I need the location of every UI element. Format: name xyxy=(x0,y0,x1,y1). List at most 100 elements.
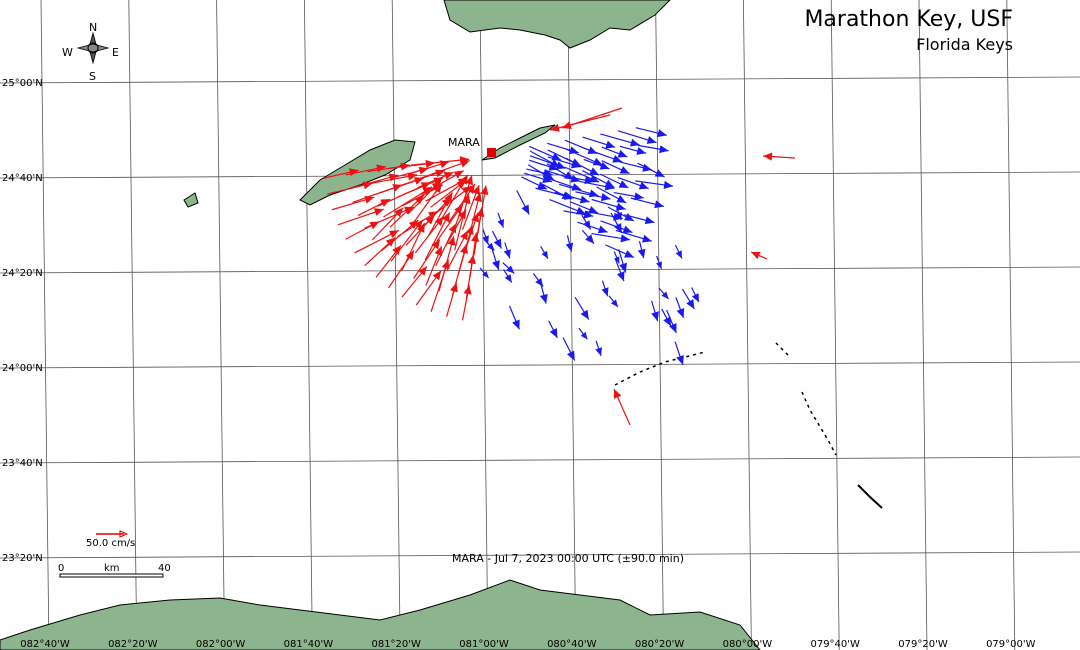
current-vector-head xyxy=(601,287,609,297)
current-vector-head xyxy=(433,177,444,186)
current-vector-head xyxy=(459,156,470,165)
current-vector-head xyxy=(503,249,511,259)
current-vector-head xyxy=(407,172,418,181)
meridian xyxy=(567,0,577,650)
lon-label: 079°00'W xyxy=(986,639,1036,650)
current-vector-head xyxy=(521,204,530,215)
current-vector-head xyxy=(444,192,453,203)
current-vector-head xyxy=(349,168,359,177)
current-vector xyxy=(549,114,611,131)
parallel xyxy=(0,171,1080,179)
current-vector-head xyxy=(585,234,595,244)
lon-label: 079°40'W xyxy=(810,639,860,650)
current-vector-head xyxy=(392,184,403,192)
current-vector-head xyxy=(457,178,468,187)
current-vector-head xyxy=(443,172,454,180)
current-vector xyxy=(383,186,433,218)
lon-label: 081°40'W xyxy=(284,639,334,650)
cuba-west xyxy=(0,579,761,650)
current-vector-head xyxy=(676,355,684,365)
compass-n: N xyxy=(89,21,97,34)
lon-label: 082°20'W xyxy=(108,639,158,650)
current-vector-head xyxy=(686,299,695,309)
current-vector-head xyxy=(448,223,457,234)
current-vector-head xyxy=(460,230,468,241)
current-vector-head xyxy=(539,293,548,304)
current-vector-head xyxy=(646,136,657,144)
current-vector-head xyxy=(615,202,626,211)
current-vector-head xyxy=(422,186,433,196)
scale-speed: 50.0 cm/s xyxy=(86,538,135,549)
lon-label: 079°20'W xyxy=(898,639,948,650)
current-vector-head xyxy=(431,239,440,250)
current-vector-head xyxy=(751,251,761,260)
current-vector-head xyxy=(418,166,429,175)
current-vector-head xyxy=(579,195,590,204)
meridian xyxy=(479,0,489,650)
current-vector-head xyxy=(427,211,438,220)
current-vector-head xyxy=(432,270,442,281)
map-subtitle: Florida Keys xyxy=(916,35,1013,54)
compass-w: W xyxy=(62,46,73,59)
lat-label: 24°00'N xyxy=(2,363,43,374)
scale-arrow-head xyxy=(119,530,129,538)
reef-chain xyxy=(614,342,837,456)
compass-rose xyxy=(76,31,110,65)
meridian xyxy=(1006,0,1016,650)
meridian xyxy=(216,0,225,650)
scale-bar xyxy=(59,573,164,578)
scale-start: 0 xyxy=(58,563,64,574)
current-vector-head xyxy=(562,121,572,129)
current-vector-head xyxy=(497,219,504,228)
current-vector-head xyxy=(580,309,589,320)
station-marker xyxy=(487,148,496,157)
current-vector-head xyxy=(583,210,594,219)
lon-label: 082°00'W xyxy=(196,639,246,650)
current-vector-head xyxy=(612,155,623,163)
current-vector-head xyxy=(600,193,611,202)
current-vector-head xyxy=(676,308,685,318)
current-vector-head xyxy=(656,261,662,269)
current-vector-head xyxy=(629,138,640,147)
current-vector-head xyxy=(420,182,431,190)
lon-label: 080°20'W xyxy=(635,639,685,650)
current-vector-head xyxy=(620,234,630,243)
lon-label: 081°00'W xyxy=(459,639,509,650)
lon-label: 080°40'W xyxy=(547,639,597,650)
current-vector-head xyxy=(619,166,630,174)
current-vector-head xyxy=(613,222,622,233)
current-vector-head xyxy=(400,162,411,171)
station-label: MARA xyxy=(448,136,480,149)
current-vector-head xyxy=(393,207,404,218)
current-vector-head xyxy=(417,223,425,233)
current-vector-head xyxy=(414,219,423,230)
current-vector-head xyxy=(472,185,480,195)
lon-label: 082°40'W xyxy=(20,639,70,650)
current-vector-head xyxy=(392,245,402,255)
current-vector-head xyxy=(663,316,672,327)
current-vector-head xyxy=(435,169,445,178)
parallel xyxy=(0,361,1080,369)
current-vector-head xyxy=(454,204,463,215)
current-vector-head xyxy=(619,262,627,273)
current-vector-head xyxy=(659,145,669,154)
current-vector-head xyxy=(465,175,473,186)
current-vector-head xyxy=(661,291,669,300)
current-vector-head xyxy=(380,199,391,207)
current-vector-head xyxy=(582,220,591,230)
current-vector-head xyxy=(476,207,485,217)
current-vector-head xyxy=(537,181,547,190)
current-vector-head xyxy=(453,170,464,179)
current-vector-head xyxy=(447,236,456,246)
parallel xyxy=(0,551,1080,559)
current-vector-head xyxy=(441,259,450,270)
lon-label: 081°20'W xyxy=(371,639,421,650)
current-vector-head xyxy=(482,271,489,279)
current-vector-head xyxy=(597,225,608,234)
lat-label: 23°40'N xyxy=(2,458,43,469)
current-vector-head xyxy=(638,181,649,190)
current-vector-head xyxy=(471,232,480,242)
current-vector-head xyxy=(463,285,472,295)
current-vector-head xyxy=(622,225,633,234)
